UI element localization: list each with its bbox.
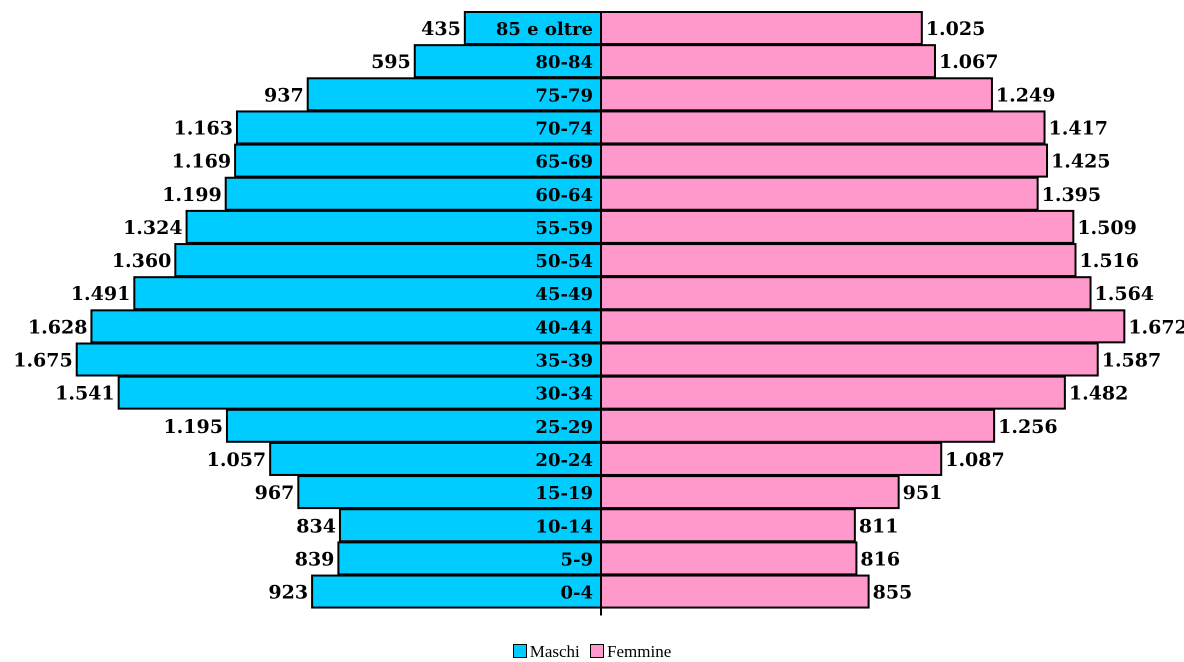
bar-maschi-12 <box>225 408 602 443</box>
category-label-12: 25-29 <box>535 417 593 438</box>
category-label-5: 60-64 <box>535 185 593 206</box>
bar-femmine-12 <box>600 408 996 443</box>
bar-femmine-5 <box>600 176 1039 211</box>
bar-femmine-16 <box>600 541 858 576</box>
chart-canvas: 85 e oltre 435 1.025 80-84 595 1.067 75-79 937 1… <box>13 11 1184 616</box>
bar-maschi-6 <box>185 209 602 244</box>
bar-femmine-13 <box>600 441 943 476</box>
category-label-13: 20-24 <box>535 450 593 471</box>
category-label-14: 15-19 <box>535 483 593 504</box>
value-label-femmine-8: 1.564 <box>1095 283 1155 305</box>
legend-swatch-femmine <box>590 644 605 658</box>
bar-maschi-0 <box>463 11 602 45</box>
value-label-maschi-7: 1.360 <box>112 250 172 272</box>
value-label-maschi-4: 1.169 <box>172 151 232 173</box>
bar-maschi-17 <box>311 574 602 609</box>
legend-swatch-maschi <box>512 644 527 658</box>
bar-femmine-7 <box>600 243 1077 278</box>
value-label-maschi-9: 1.628 <box>28 316 88 338</box>
bar-femmine-2 <box>600 77 993 112</box>
bar-femmine-3 <box>600 110 1046 145</box>
category-label-0: 85 e oltre <box>496 19 593 40</box>
category-label-8: 45-49 <box>535 284 593 305</box>
category-label-15: 10-14 <box>535 516 593 537</box>
legend-item-femmine: Femmine <box>590 642 671 662</box>
category-label-16: 5-9 <box>560 549 593 570</box>
bar-maschi-13 <box>269 441 602 476</box>
category-label-6: 55-59 <box>535 218 593 239</box>
chart-legend: Maschi Femmine <box>0 642 1184 662</box>
value-label-maschi-15: 834 <box>296 515 336 537</box>
category-label-17: 0-4 <box>560 583 593 604</box>
value-label-femmine-7: 1.516 <box>1080 250 1140 272</box>
value-label-maschi-5: 1.199 <box>162 184 222 206</box>
bar-maschi-11 <box>117 375 603 410</box>
bar-maschi-10 <box>75 342 603 377</box>
value-label-maschi-17: 923 <box>268 582 308 604</box>
bar-maschi-15 <box>338 508 602 543</box>
value-label-femmine-3: 1.417 <box>1049 117 1109 139</box>
legend-label-femmine: Femmine <box>607 642 672 661</box>
value-label-maschi-8: 1.491 <box>71 283 131 305</box>
value-label-maschi-14: 967 <box>255 482 295 504</box>
bar-femmine-0 <box>600 11 923 45</box>
value-label-maschi-3: 1.163 <box>173 117 233 139</box>
value-label-maschi-6: 1.324 <box>123 217 183 239</box>
value-label-femmine-2: 1.249 <box>996 84 1056 106</box>
category-label-11: 30-34 <box>535 384 593 405</box>
bar-femmine-11 <box>600 375 1066 410</box>
bar-maschi-9 <box>90 309 602 344</box>
bar-maschi-7 <box>174 243 602 278</box>
value-label-femmine-0: 1.025 <box>926 18 986 40</box>
value-label-femmine-16: 816 <box>860 548 900 570</box>
value-label-femmine-6: 1.509 <box>1077 217 1137 239</box>
legend-item-maschi: Maschi <box>512 642 580 662</box>
bar-maschi-4 <box>234 143 602 178</box>
legend-label-maschi: Maschi <box>529 642 580 661</box>
value-label-femmine-13: 1.087 <box>945 449 1005 471</box>
value-label-femmine-14: 951 <box>903 482 943 504</box>
bar-femmine-4 <box>600 143 1049 178</box>
bar-femmine-1 <box>600 44 936 79</box>
category-label-1: 80-84 <box>535 52 593 73</box>
category-label-10: 35-39 <box>535 351 593 372</box>
category-label-2: 75-79 <box>535 85 593 106</box>
value-label-femmine-1: 1.067 <box>939 51 999 73</box>
bar-maschi-1 <box>413 44 603 79</box>
category-label-4: 65-69 <box>535 152 593 173</box>
bar-maschi-16 <box>337 541 602 576</box>
value-label-femmine-17: 855 <box>873 582 913 604</box>
bar-femmine-8 <box>600 276 1092 311</box>
value-label-maschi-12: 1.195 <box>163 416 223 438</box>
bar-femmine-10 <box>600 342 1099 377</box>
value-label-maschi-1: 595 <box>371 51 411 73</box>
bar-maschi-2 <box>306 77 602 112</box>
value-label-femmine-12: 1.256 <box>998 416 1057 438</box>
value-label-maschi-2: 937 <box>264 84 304 106</box>
category-label-9: 40-44 <box>535 317 593 338</box>
value-label-maschi-11: 1.541 <box>55 383 115 405</box>
category-label-7: 50-54 <box>535 251 593 272</box>
bar-maschi-8 <box>133 276 603 311</box>
bar-femmine-9 <box>600 309 1126 344</box>
value-label-femmine-15: 811 <box>859 515 899 537</box>
value-label-maschi-0: 435 <box>421 18 461 40</box>
value-label-femmine-10: 1.587 <box>1102 350 1162 372</box>
bar-femmine-17 <box>600 574 870 609</box>
value-label-maschi-13: 1.057 <box>207 449 267 471</box>
bar-maschi-5 <box>224 176 602 211</box>
value-label-maschi-16: 839 <box>295 548 335 570</box>
value-label-femmine-4: 1.425 <box>1051 151 1111 173</box>
value-label-maschi-10: 1.675 <box>13 350 73 372</box>
bar-femmine-14 <box>600 475 900 510</box>
value-label-femmine-9: 1.672 <box>1128 316 1184 338</box>
value-label-femmine-11: 1.482 <box>1069 383 1129 405</box>
bar-femmine-6 <box>600 209 1075 244</box>
bar-femmine-15 <box>600 508 856 543</box>
value-label-femmine-5: 1.395 <box>1042 184 1102 206</box>
category-label-3: 70-74 <box>535 118 593 139</box>
